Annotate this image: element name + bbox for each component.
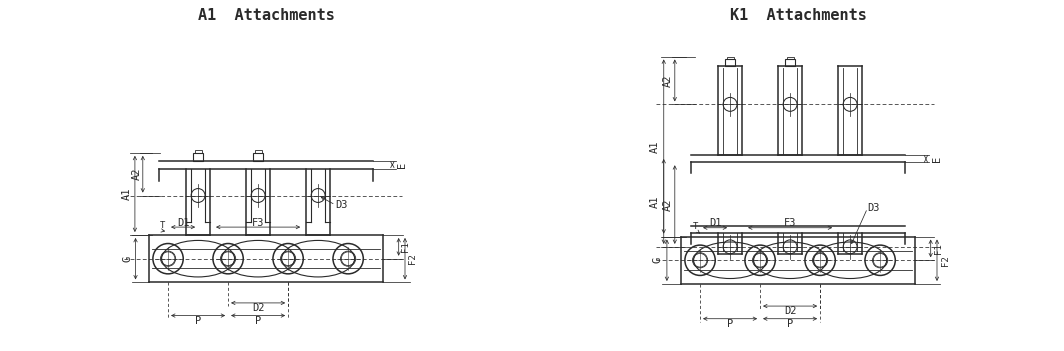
Text: F2: F2 xyxy=(942,255,950,266)
Text: P: P xyxy=(787,319,794,329)
Title: K1  Attachments: K1 Attachments xyxy=(730,8,866,23)
Text: T: T xyxy=(160,221,165,230)
Text: A2: A2 xyxy=(663,198,672,211)
Text: G: G xyxy=(652,257,663,263)
Text: F3: F3 xyxy=(252,218,264,228)
Bar xyxy=(727,57,733,59)
Text: P: P xyxy=(255,316,262,326)
Bar xyxy=(786,57,794,59)
Text: G: G xyxy=(122,256,132,262)
Text: T: T xyxy=(693,222,698,231)
Bar xyxy=(195,150,201,153)
Text: A1: A1 xyxy=(650,195,661,208)
Text: F1: F1 xyxy=(934,243,943,254)
Bar xyxy=(785,59,795,66)
Text: P: P xyxy=(195,316,201,326)
Bar xyxy=(253,153,263,161)
Text: P: P xyxy=(727,319,733,329)
Text: F2: F2 xyxy=(409,253,417,264)
Text: D1: D1 xyxy=(709,218,721,228)
Bar xyxy=(194,153,203,161)
Text: D1: D1 xyxy=(177,218,189,228)
Text: A2: A2 xyxy=(663,74,672,87)
Bar xyxy=(726,59,735,66)
Text: D3: D3 xyxy=(867,203,880,213)
Text: E: E xyxy=(397,161,406,168)
Text: F1: F1 xyxy=(401,241,411,252)
Text: D2: D2 xyxy=(252,303,264,313)
Text: D3: D3 xyxy=(335,200,348,210)
Text: F3: F3 xyxy=(784,218,796,228)
Text: A2: A2 xyxy=(132,168,142,180)
Title: A1  Attachments: A1 Attachments xyxy=(198,8,334,23)
Text: E: E xyxy=(932,156,942,162)
Text: D2: D2 xyxy=(784,306,796,316)
Text: A1: A1 xyxy=(650,140,661,153)
Text: A1: A1 xyxy=(122,188,132,200)
Bar xyxy=(254,150,262,153)
